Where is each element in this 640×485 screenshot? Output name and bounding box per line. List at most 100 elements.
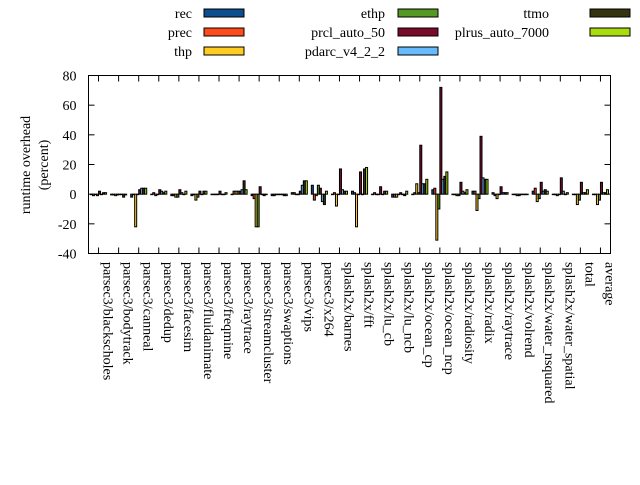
x-tick-label: splash2x/lu_cb [381, 262, 396, 346]
x-tick-label: parsec3/streamcluster [260, 262, 275, 384]
bar-prcl_auto_50-5 [198, 190, 202, 195]
bar-prcl_auto_50-8 [258, 186, 262, 195]
legend-swatch-ethp [397, 8, 439, 18]
y-tick-label: 0 [70, 188, 77, 203]
bar-thp-2 [134, 193, 138, 228]
legend: rec prec thp ethp prcl_auto_50 pdarc_v4_2_2 tt… [168, 7, 631, 60]
legend-label-plrus_auto_7000: plrus_auto_7000 [455, 26, 549, 41]
bar-plrus_auto_7000-1 [124, 193, 128, 196]
bar-prec-12 [332, 192, 336, 195]
bar-rec-11 [310, 184, 314, 195]
legend-label-ethp: ethp [361, 7, 385, 22]
bar-prcl_auto_50-6 [218, 190, 222, 195]
bar-ethp-17 [437, 193, 441, 210]
bar-thp-20 [495, 193, 499, 200]
bars [90, 86, 609, 241]
x-tick-label: parsec3/vips [300, 262, 315, 332]
x-tick-label: splash2x/water_spatial [561, 262, 576, 390]
bar-pdarc_v4_2_2-23 [561, 190, 565, 195]
bar-plrus_auto_7000-16 [425, 178, 429, 195]
bar-thp-12 [334, 193, 338, 207]
bar-plrus_auto_7000-13 [365, 166, 369, 195]
bar-plrus_auto_7000-8 [264, 193, 268, 196]
x-tick-label: splash2x/lu_ncb [401, 262, 416, 353]
x-tick-label: splash2x/volrend [521, 262, 536, 358]
y-axis-label-line2: (percent) [37, 139, 52, 190]
bar-plrus_auto_7000-6 [224, 192, 228, 195]
x-tick-label: parsec3/blackscholes [100, 262, 115, 380]
bar-plrus_auto_7000-25 [605, 189, 609, 195]
x-tick-label: parsec3/fluidanimate [200, 262, 215, 379]
bar-plrus_auto_7000-10 [304, 180, 308, 195]
bar-prcl_auto_50-14 [379, 186, 383, 195]
bar-prcl_auto_50-15 [399, 192, 403, 195]
bar-plrus_auto_7000-23 [565, 192, 569, 195]
bar-prec-11 [312, 193, 316, 201]
bar-plrus_auto_7000-22 [545, 190, 549, 195]
y-tick-label: 40 [63, 129, 77, 144]
x-tick-label: parsec3/raytrace [240, 262, 255, 354]
bar-pdarc_v4_2_2-4 [180, 192, 184, 195]
bar-thp-11 [314, 193, 318, 197]
bar-thp-13 [355, 193, 359, 228]
x-tick-label: total [581, 262, 596, 287]
bar-prcl_auto_50-4 [178, 189, 182, 195]
bar-thp-16 [415, 183, 419, 195]
bar-plrus_auto_7000-18 [465, 189, 469, 195]
legend-label-rec: rec [175, 7, 192, 22]
x-tick-label: parsec3/x264 [320, 262, 335, 337]
bar-prcl_auto_50-19 [479, 135, 483, 195]
y-tick-label: 80 [63, 70, 77, 85]
x-tick-label: splash2x/water_nsquared [541, 262, 556, 404]
x-tick-label: splash2x/raytrace [501, 262, 516, 360]
x-tick-label: splash2x/ocean_cp [421, 262, 436, 368]
x-tick-label: parsec3/bodytrack [120, 262, 135, 365]
legend-label-thp: thp [174, 45, 192, 60]
x-axis: parsec3/blackscholes parsec3/bodytrack par… [98, 75, 616, 404]
x-tick-label: splash2x/radix [481, 262, 496, 344]
bar-prcl_auto_50-20 [499, 186, 503, 195]
x-tick-label: splash2x/ocean_ncp [441, 262, 456, 375]
legend-swatch-prcl_auto_50 [397, 27, 439, 37]
bar-ttmo-1 [122, 193, 126, 198]
bar-prcl_auto_50-0 [98, 190, 102, 195]
legend-swatch-pdarc_v4_2_2 [397, 46, 439, 56]
bar-prec-17 [433, 187, 437, 195]
bar-ethp-0 [96, 193, 100, 197]
legend-label-pdarc_v4_2_2: pdarc_v4_2_2 [305, 45, 385, 60]
bar-plrus_auto_7000-3 [164, 190, 168, 195]
bar-plrus_auto_7000-9 [284, 193, 288, 197]
x-tick-label: parsec3/freqmine [220, 262, 235, 359]
bar-prcl_auto_50-18 [459, 181, 463, 195]
bar-ethp-24 [577, 193, 581, 201]
bar-prec-10 [292, 192, 296, 195]
bar-plrus_auto_7000-11 [324, 190, 328, 195]
y-axis: -40 -20 0 20 40 60 80 [58, 70, 611, 263]
bar-plrus_auto_7000-2 [144, 187, 148, 195]
x-tick-label: parsec3/swaptions [280, 262, 295, 365]
x-tick-label: average [601, 262, 616, 306]
legend-swatch-plrus_auto_7000 [589, 27, 631, 37]
x-tick-label: parsec3/dedup [160, 262, 175, 343]
bar-prcl_auto_50-22 [539, 181, 543, 195]
legend-swatch-ttmo [589, 8, 631, 18]
bar-plrus_auto_7000-12 [344, 190, 348, 195]
bar-ethp-18 [457, 193, 461, 197]
x-tick-label: splash2x/fft [361, 262, 376, 328]
bar-prcl_auto_50-24 [579, 181, 583, 195]
bar-plrus_auto_7000-7 [244, 189, 248, 195]
bar-prcl_auto_50-13 [359, 171, 363, 195]
bar-plrus_auto_7000-20 [505, 192, 509, 195]
legend-swatch-prec [203, 27, 245, 37]
bar-plrus_auto_7000-14 [385, 190, 389, 195]
bar-rec-20 [491, 192, 495, 195]
bar-plrus_auto_7000-5 [204, 190, 208, 195]
bar-prec-22 [533, 187, 537, 195]
legend-label-prec: prec [168, 26, 192, 41]
bar-plrus_auto_7000-19 [485, 178, 489, 195]
y-tick-label: -40 [58, 248, 77, 263]
x-tick-label: splash2x/radiosity [461, 262, 476, 364]
plot-frame [88, 75, 611, 254]
bar-plrus_auto_7000-17 [445, 171, 449, 195]
y-axis-label-line1: runtime overhead [19, 116, 34, 214]
